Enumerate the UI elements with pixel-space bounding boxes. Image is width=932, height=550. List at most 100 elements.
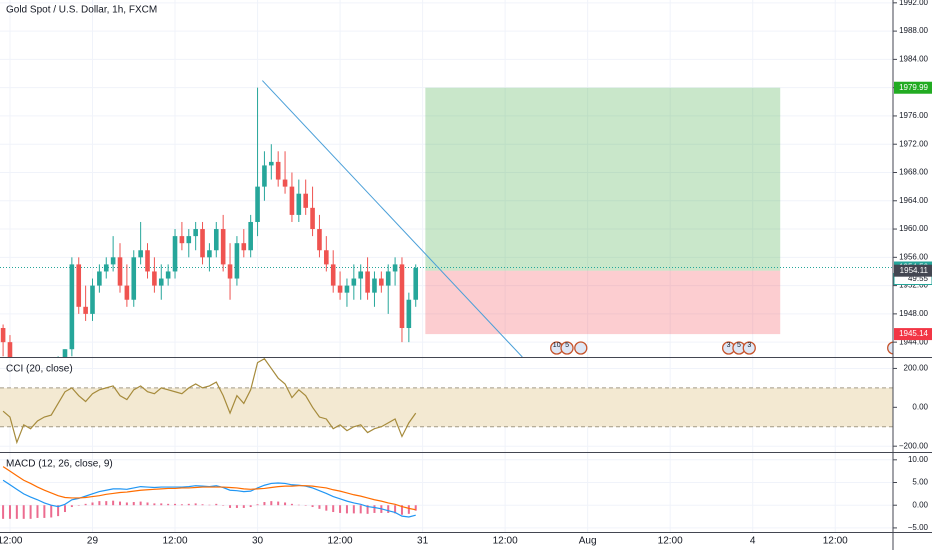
histogram-bar xyxy=(57,505,60,517)
event-label: 3 xyxy=(727,342,731,349)
y-tick-label: −5.00 xyxy=(908,523,929,532)
candle-body xyxy=(7,342,13,357)
y-tick-label: −200.00 xyxy=(899,441,929,450)
candle-body xyxy=(0,328,6,343)
candle-body xyxy=(179,236,185,244)
price-tag xyxy=(894,81,932,94)
cci-line xyxy=(2,358,417,445)
countdown-label: 49:55 xyxy=(908,274,929,283)
candle-body xyxy=(269,161,274,166)
candle-body xyxy=(90,285,95,314)
macd-line xyxy=(2,466,416,511)
candle-body xyxy=(262,165,267,187)
x-tick-label: 31 xyxy=(417,536,429,547)
histogram-bar xyxy=(125,502,128,506)
histogram-bar xyxy=(366,505,369,514)
histogram-bar xyxy=(105,501,108,506)
histogram-bar xyxy=(84,503,87,506)
price-tag-label: 1954.11 xyxy=(900,266,929,275)
histogram-bar xyxy=(63,505,66,513)
histogram-bar xyxy=(29,505,32,519)
cci-band xyxy=(0,387,893,427)
event-icon xyxy=(887,341,893,355)
candle-body xyxy=(83,306,88,314)
price-tag xyxy=(894,264,932,277)
target-zone xyxy=(425,87,781,271)
histogram-bar xyxy=(318,505,321,509)
macd-title: MACD (12, 26, close, 9) xyxy=(6,459,113,470)
y-tick-label: 1988.00 xyxy=(899,26,928,35)
candle-body xyxy=(76,264,82,307)
y-tick-label: 5.00 xyxy=(912,478,928,487)
candle-body xyxy=(289,186,295,215)
candle-body xyxy=(145,250,150,272)
candle-body xyxy=(97,271,102,286)
histogram-bar xyxy=(91,502,94,506)
candle-body xyxy=(337,285,343,293)
histogram-bar xyxy=(229,505,232,508)
chart-title: Gold Spot / U.S. Dollar, 1h, FXCM xyxy=(6,5,157,16)
cci-pane xyxy=(0,358,893,452)
candle-body xyxy=(330,264,336,286)
candle-body xyxy=(131,257,137,300)
y-tick-label: 200.00 xyxy=(904,364,929,373)
histogram-bar xyxy=(235,505,238,508)
candle-body xyxy=(413,267,419,300)
event-label: 5 xyxy=(737,342,741,349)
histogram-bar xyxy=(8,505,11,519)
candle-body xyxy=(296,193,302,215)
trend-line xyxy=(261,80,523,357)
histogram-bar xyxy=(325,505,328,511)
candle-body xyxy=(234,243,240,279)
x-tick-label: 12:00 xyxy=(328,536,353,547)
histogram-bar xyxy=(215,503,218,506)
macd-pane xyxy=(0,453,893,532)
histogram-bar xyxy=(112,500,115,506)
event-icon xyxy=(560,341,574,355)
price-tag-label: 1945.14 xyxy=(899,329,928,338)
histogram-bar xyxy=(373,505,376,513)
histogram-bar xyxy=(284,502,287,506)
histogram-bar xyxy=(270,501,273,506)
histogram-bar xyxy=(119,501,122,506)
x-tick-label: Aug xyxy=(579,536,597,547)
event-label: 10 xyxy=(553,342,561,349)
histogram-bar xyxy=(22,505,25,519)
histogram-bar xyxy=(387,505,390,513)
histogram-bar xyxy=(194,503,197,506)
candle-body xyxy=(62,349,68,357)
candle-body xyxy=(69,264,75,350)
price-tag-label: 1979.99 xyxy=(899,83,928,92)
candle-body xyxy=(255,186,260,222)
y-tick-label: 1952.00 xyxy=(899,281,928,290)
candle-body xyxy=(379,278,384,286)
candle-body xyxy=(207,250,212,258)
stop-zone xyxy=(425,270,781,335)
x-tick-label: 4 xyxy=(750,536,756,547)
candle-body xyxy=(220,229,226,265)
histogram-bar xyxy=(249,505,252,508)
candle-body xyxy=(165,271,171,279)
candle-body xyxy=(385,271,391,286)
price-pane: 10 5 3 5 3 xyxy=(0,0,893,357)
candle-body xyxy=(248,221,253,251)
candle-body xyxy=(365,271,370,293)
histogram-bar xyxy=(345,505,348,514)
histogram-bar xyxy=(187,503,190,506)
candle-body xyxy=(138,250,143,258)
histogram-bar xyxy=(174,503,177,506)
cci-title: CCI (20, close) xyxy=(6,364,73,375)
candle-body xyxy=(227,264,233,279)
candle-body xyxy=(351,278,357,286)
candle-body xyxy=(103,264,109,272)
histogram-bar xyxy=(256,504,259,506)
histogram-bar xyxy=(146,502,149,506)
candle-body xyxy=(200,229,205,258)
candle-body xyxy=(193,229,198,237)
histogram-bar xyxy=(70,505,73,508)
histogram-bar xyxy=(332,505,335,513)
histogram-bar xyxy=(43,505,46,518)
candle-body xyxy=(110,257,116,265)
